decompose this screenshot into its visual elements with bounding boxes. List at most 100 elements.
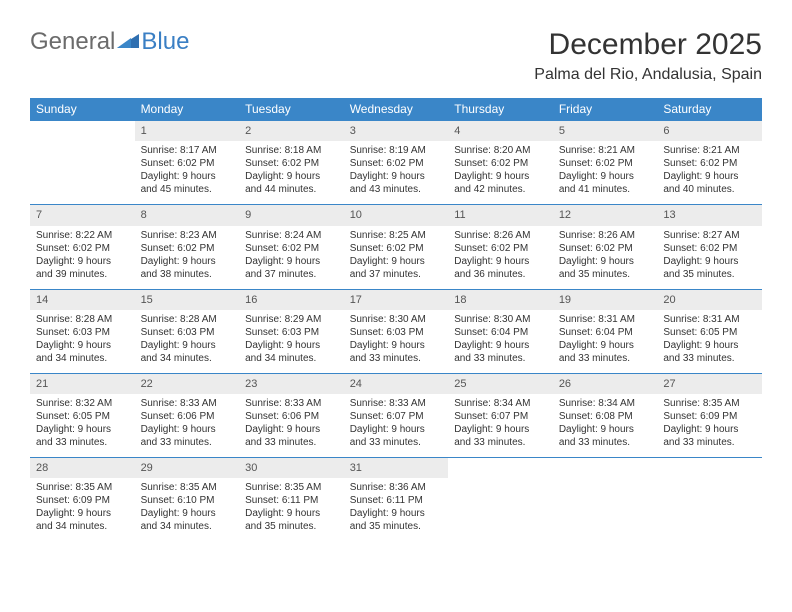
weekday-header: Saturday xyxy=(657,98,762,121)
day-number: 5 xyxy=(553,121,658,141)
day-content: Sunrise: 8:27 AMSunset: 6:02 PMDaylight:… xyxy=(657,226,762,289)
day-line: Daylight: 9 hours xyxy=(559,339,652,352)
calendar-day-cell xyxy=(657,458,762,542)
day-line: Sunset: 6:03 PM xyxy=(141,326,234,339)
day-line: Sunrise: 8:33 AM xyxy=(245,397,338,410)
day-line: Sunset: 6:03 PM xyxy=(36,326,129,339)
day-line: Sunrise: 8:25 AM xyxy=(350,229,443,242)
day-line: Daylight: 9 hours xyxy=(663,423,756,436)
day-line: Daylight: 9 hours xyxy=(245,507,338,520)
day-line: Daylight: 9 hours xyxy=(559,255,652,268)
day-line: and 36 minutes. xyxy=(454,268,547,281)
day-line: and 34 minutes. xyxy=(36,520,129,533)
day-line: Sunset: 6:07 PM xyxy=(454,410,547,423)
day-content: Sunrise: 8:30 AMSunset: 6:03 PMDaylight:… xyxy=(344,310,449,373)
day-number: 22 xyxy=(135,374,240,394)
day-content: Sunrise: 8:34 AMSunset: 6:08 PMDaylight:… xyxy=(553,394,658,457)
day-line: Sunset: 6:03 PM xyxy=(350,326,443,339)
day-line: and 38 minutes. xyxy=(141,268,234,281)
day-content: Sunrise: 8:29 AMSunset: 6:03 PMDaylight:… xyxy=(239,310,344,373)
calendar-day-cell: 31Sunrise: 8:36 AMSunset: 6:11 PMDayligh… xyxy=(344,458,449,542)
day-content: Sunrise: 8:23 AMSunset: 6:02 PMDaylight:… xyxy=(135,226,240,289)
day-line: Sunrise: 8:30 AM xyxy=(454,313,547,326)
day-line: Daylight: 9 hours xyxy=(141,423,234,436)
calendar-day-cell: 22Sunrise: 8:33 AMSunset: 6:06 PMDayligh… xyxy=(135,373,240,457)
calendar-day-cell: 24Sunrise: 8:33 AMSunset: 6:07 PMDayligh… xyxy=(344,373,449,457)
day-line: Sunrise: 8:28 AM xyxy=(36,313,129,326)
logo: General Blue xyxy=(30,28,189,56)
calendar-day-cell: 10Sunrise: 8:25 AMSunset: 6:02 PMDayligh… xyxy=(344,205,449,289)
day-content: Sunrise: 8:35 AMSunset: 6:11 PMDaylight:… xyxy=(239,478,344,541)
day-number xyxy=(448,458,553,478)
day-line: Daylight: 9 hours xyxy=(559,170,652,183)
day-line: Sunrise: 8:22 AM xyxy=(36,229,129,242)
day-line: Sunset: 6:04 PM xyxy=(559,326,652,339)
day-line: Sunrise: 8:34 AM xyxy=(559,397,652,410)
day-line: Sunrise: 8:36 AM xyxy=(350,481,443,494)
calendar-week-row: 28Sunrise: 8:35 AMSunset: 6:09 PMDayligh… xyxy=(30,458,762,542)
weekday-header: Tuesday xyxy=(239,98,344,121)
day-line: Sunrise: 8:35 AM xyxy=(141,481,234,494)
day-line: and 43 minutes. xyxy=(350,183,443,196)
calendar-day-cell: 4Sunrise: 8:20 AMSunset: 6:02 PMDaylight… xyxy=(448,121,553,205)
calendar-week-row: 14Sunrise: 8:28 AMSunset: 6:03 PMDayligh… xyxy=(30,289,762,373)
day-line: Sunrise: 8:18 AM xyxy=(245,144,338,157)
calendar-day-cell: 3Sunrise: 8:19 AMSunset: 6:02 PMDaylight… xyxy=(344,121,449,205)
day-line: Sunrise: 8:35 AM xyxy=(663,397,756,410)
calendar-day-cell: 21Sunrise: 8:32 AMSunset: 6:05 PMDayligh… xyxy=(30,373,135,457)
calendar-week-row: 21Sunrise: 8:32 AMSunset: 6:05 PMDayligh… xyxy=(30,373,762,457)
calendar-day-cell: 29Sunrise: 8:35 AMSunset: 6:10 PMDayligh… xyxy=(135,458,240,542)
day-line: Daylight: 9 hours xyxy=(245,170,338,183)
day-line: Sunset: 6:02 PM xyxy=(559,242,652,255)
calendar-day-cell: 9Sunrise: 8:24 AMSunset: 6:02 PMDaylight… xyxy=(239,205,344,289)
day-line: Daylight: 9 hours xyxy=(141,170,234,183)
day-line: and 33 minutes. xyxy=(350,436,443,449)
day-line: and 37 minutes. xyxy=(350,268,443,281)
location: Palma del Rio, Andalusia, Spain xyxy=(534,66,762,84)
day-number: 26 xyxy=(553,374,658,394)
calendar-day-cell: 19Sunrise: 8:31 AMSunset: 6:04 PMDayligh… xyxy=(553,289,658,373)
day-line: Sunrise: 8:31 AM xyxy=(559,313,652,326)
day-number xyxy=(30,121,135,141)
day-number: 16 xyxy=(239,290,344,310)
day-content: Sunrise: 8:36 AMSunset: 6:11 PMDaylight:… xyxy=(344,478,449,541)
day-line: Sunset: 6:02 PM xyxy=(245,242,338,255)
day-line: and 33 minutes. xyxy=(663,436,756,449)
day-line: Sunset: 6:05 PM xyxy=(663,326,756,339)
calendar-day-cell: 17Sunrise: 8:30 AMSunset: 6:03 PMDayligh… xyxy=(344,289,449,373)
day-line: Sunrise: 8:31 AM xyxy=(663,313,756,326)
day-line: Sunrise: 8:20 AM xyxy=(454,144,547,157)
day-content: Sunrise: 8:35 AMSunset: 6:09 PMDaylight:… xyxy=(30,478,135,541)
calendar-day-cell: 14Sunrise: 8:28 AMSunset: 6:03 PMDayligh… xyxy=(30,289,135,373)
day-number: 20 xyxy=(657,290,762,310)
day-number: 11 xyxy=(448,205,553,225)
calendar-day-cell: 16Sunrise: 8:29 AMSunset: 6:03 PMDayligh… xyxy=(239,289,344,373)
calendar-day-cell: 8Sunrise: 8:23 AMSunset: 6:02 PMDaylight… xyxy=(135,205,240,289)
day-number: 6 xyxy=(657,121,762,141)
day-line: Daylight: 9 hours xyxy=(141,339,234,352)
day-line: Daylight: 9 hours xyxy=(350,507,443,520)
day-number: 14 xyxy=(30,290,135,310)
day-content: Sunrise: 8:26 AMSunset: 6:02 PMDaylight:… xyxy=(553,226,658,289)
day-number: 7 xyxy=(30,205,135,225)
day-number: 18 xyxy=(448,290,553,310)
day-number: 9 xyxy=(239,205,344,225)
weekday-header: Wednesday xyxy=(344,98,449,121)
day-line: and 37 minutes. xyxy=(245,268,338,281)
day-line: and 34 minutes. xyxy=(141,352,234,365)
day-line: and 34 minutes. xyxy=(36,352,129,365)
day-line: Daylight: 9 hours xyxy=(663,339,756,352)
day-line: Sunrise: 8:29 AM xyxy=(245,313,338,326)
day-line: Sunrise: 8:17 AM xyxy=(141,144,234,157)
day-line: and 33 minutes. xyxy=(454,352,547,365)
calendar-page: General Blue December 2025 Palma del Rio… xyxy=(0,0,792,561)
day-line: and 33 minutes. xyxy=(454,436,547,449)
day-content: Sunrise: 8:34 AMSunset: 6:07 PMDaylight:… xyxy=(448,394,553,457)
day-content: Sunrise: 8:31 AMSunset: 6:04 PMDaylight:… xyxy=(553,310,658,373)
day-line: Daylight: 9 hours xyxy=(36,423,129,436)
day-content: Sunrise: 8:32 AMSunset: 6:05 PMDaylight:… xyxy=(30,394,135,457)
day-line: Daylight: 9 hours xyxy=(350,170,443,183)
calendar-day-cell: 1Sunrise: 8:17 AMSunset: 6:02 PMDaylight… xyxy=(135,121,240,205)
calendar-day-cell: 25Sunrise: 8:34 AMSunset: 6:07 PMDayligh… xyxy=(448,373,553,457)
calendar-day-cell: 20 Sunrise: 8:31 AMSunset: 6:05 PMDayligh… xyxy=(657,289,762,373)
